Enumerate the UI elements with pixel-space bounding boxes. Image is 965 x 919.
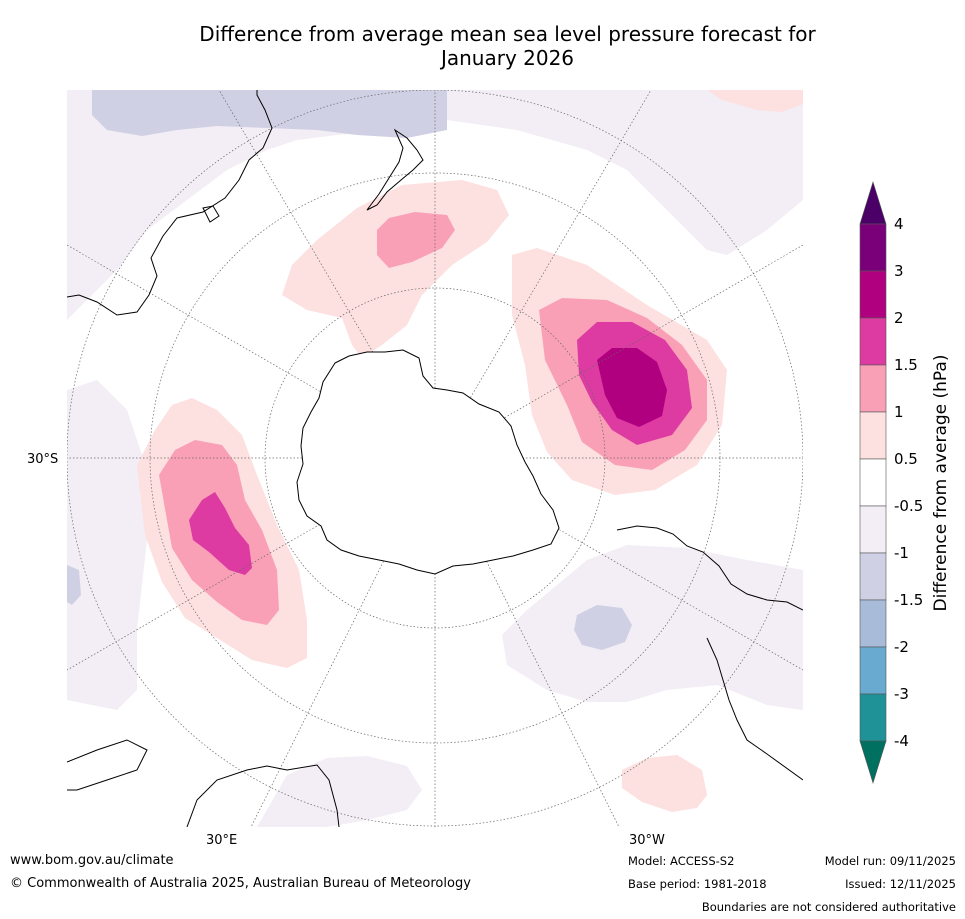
- anomaly-high-south-atlantic-east: [622, 755, 707, 812]
- graticule-meridian: [250, 457, 436, 827]
- colorbar-tick-label: 2: [894, 309, 904, 327]
- colorbar-tick-label: 0.5: [894, 450, 918, 468]
- colorbar-tick-label: 3: [894, 262, 904, 280]
- longitude-label-30e: 30°E: [206, 833, 238, 848]
- antarctica-coastline: [296, 349, 560, 575]
- footer-model-run: Model run: 09/11/2025: [824, 854, 956, 868]
- colorbar-extend-bottom: [859, 740, 887, 785]
- colorbar-tick-label: 1: [894, 403, 904, 421]
- anomaly-high-tasman-0.5: [282, 180, 509, 358]
- footer-disclaimer: Boundaries are not considered authoritat…: [701, 900, 956, 914]
- graticule-meridian: [434, 90, 652, 459]
- anomaly-high-pacific-2: [597, 348, 667, 427]
- anomaly-low-top-band: [67, 90, 803, 320]
- colorbar-tick-label: -1: [894, 544, 909, 562]
- colorbar-extend-top: [859, 180, 887, 225]
- anomaly-low-south-west-atlantic-core: [574, 605, 632, 650]
- colorbar-tick-label: -2: [894, 638, 909, 656]
- chart-title-line2: January 2026: [440, 46, 575, 70]
- colorbar-segment: [859, 505, 887, 554]
- colorbar-tick-label: 4: [894, 215, 904, 233]
- colorbar-segment: [859, 599, 887, 648]
- colorbar-tick-label: -3: [894, 685, 909, 703]
- latitude-label-30s: 30°S: [27, 452, 59, 467]
- graticule-meridian: [434, 457, 620, 827]
- colorbar-title: Difference from average (hPa): [931, 354, 951, 612]
- africa-coastline: [186, 764, 340, 827]
- pressure-anomaly-map: [67, 90, 803, 827]
- anomaly-low-left-edge-darker: [67, 565, 81, 605]
- colorbar-segment: [859, 317, 887, 366]
- colorbar-segment: [859, 552, 887, 601]
- colorbar-segment: [859, 693, 887, 742]
- colorbar-tick-label: 1.5: [894, 356, 918, 374]
- colorbar: 4 3 2 1.5 1 0.5 -0.5 -1 -1.5 -2 -3 -4: [859, 180, 923, 785]
- anomaly-low-southern-africa: [257, 756, 422, 827]
- footer-copyright: © Commonwealth of Australia 2025, Austra…: [10, 876, 471, 891]
- chart-title: Difference from average mean sea level p…: [120, 22, 895, 70]
- footer-base-period: Base period: 1981-2018: [628, 877, 767, 891]
- longitude-label-30w: 30°W: [629, 833, 665, 848]
- colorbar-tick-label: -0.5: [894, 497, 923, 515]
- tasmania-coastline: [202, 205, 220, 223]
- footer-issued: Issued: 12/11/2025: [845, 877, 956, 891]
- colorbar-segment: [859, 364, 887, 413]
- coastlines: [67, 90, 803, 827]
- australia-coastline: [67, 90, 273, 316]
- colorbar-segment: [859, 458, 887, 507]
- colorbar-segment: [859, 411, 887, 460]
- madagascar-coastline: [67, 739, 148, 791]
- colorbar-tick-label: -4: [894, 732, 909, 750]
- graticule-circle-60s: [264, 287, 606, 629]
- anomaly-high-top-right: [707, 90, 803, 112]
- south-america-coastline: [616, 525, 803, 781]
- anomaly-low-south-west-atlantic: [502, 545, 803, 710]
- anomaly-high-tasman-1: [377, 212, 455, 268]
- new-zealand-coastline: [366, 128, 424, 211]
- positive-anomaly-areas: [137, 90, 803, 812]
- anomaly-high-indian-1.5: [189, 492, 252, 575]
- footer-model: Model: ACCESS-S2: [628, 854, 735, 868]
- chart-title-line1: Difference from average mean sea level p…: [199, 22, 816, 46]
- anomaly-low-left-edge: [67, 380, 147, 710]
- colorbar-segment: [859, 646, 887, 695]
- colorbar-segment: [859, 270, 887, 319]
- colorbar-tick-label: -1.5: [894, 591, 923, 609]
- colorbar-segment: [859, 223, 887, 272]
- footer-website[interactable]: www.bom.gov.au/climate: [10, 853, 174, 868]
- anomaly-low-top-darker: [92, 90, 447, 138]
